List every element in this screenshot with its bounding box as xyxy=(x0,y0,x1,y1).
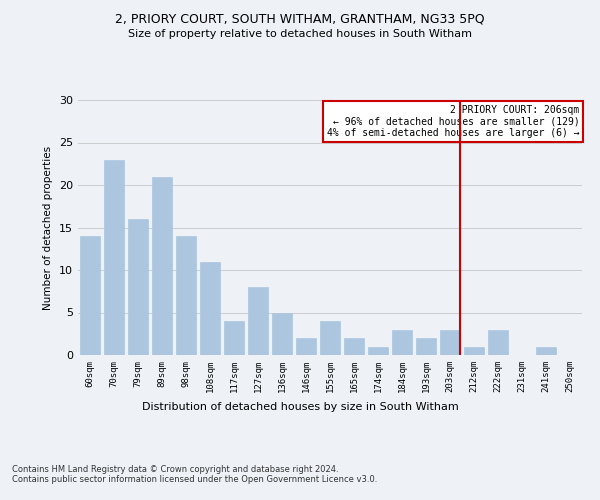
Bar xyxy=(344,338,364,355)
Bar xyxy=(392,330,412,355)
Text: Size of property relative to detached houses in South Witham: Size of property relative to detached ho… xyxy=(128,29,472,39)
Bar xyxy=(152,176,172,355)
Bar xyxy=(464,346,484,355)
Bar xyxy=(296,338,316,355)
Bar xyxy=(104,160,124,355)
Bar xyxy=(80,236,100,355)
Text: 2 PRIORY COURT: 206sqm
← 96% of detached houses are smaller (129)
4% of semi-det: 2 PRIORY COURT: 206sqm ← 96% of detached… xyxy=(327,105,580,138)
Bar xyxy=(320,321,340,355)
Bar xyxy=(368,346,388,355)
Bar xyxy=(440,330,460,355)
Bar xyxy=(272,312,292,355)
Bar xyxy=(200,262,220,355)
Bar xyxy=(224,321,244,355)
Y-axis label: Number of detached properties: Number of detached properties xyxy=(43,146,53,310)
Text: 2, PRIORY COURT, SOUTH WITHAM, GRANTHAM, NG33 5PQ: 2, PRIORY COURT, SOUTH WITHAM, GRANTHAM,… xyxy=(115,12,485,26)
Text: Contains HM Land Registry data © Crown copyright and database right 2024.
Contai: Contains HM Land Registry data © Crown c… xyxy=(12,465,377,484)
Bar xyxy=(176,236,196,355)
Bar xyxy=(248,287,268,355)
Text: Distribution of detached houses by size in South Witham: Distribution of detached houses by size … xyxy=(142,402,458,412)
Bar xyxy=(128,219,148,355)
Bar xyxy=(488,330,508,355)
Bar xyxy=(416,338,436,355)
Bar xyxy=(536,346,556,355)
